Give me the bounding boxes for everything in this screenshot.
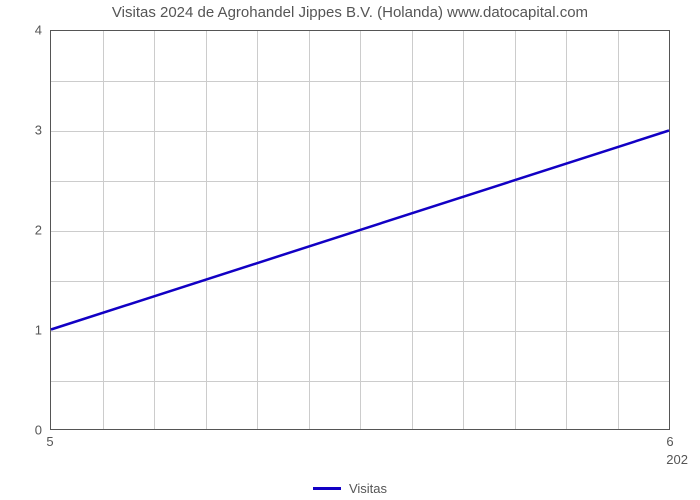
- x-tick-label: 6: [666, 434, 673, 449]
- legend: Visitas: [0, 480, 700, 496]
- x-tick-label: 5: [46, 434, 53, 449]
- legend-label: Visitas: [349, 481, 387, 496]
- y-tick-label: 1: [0, 323, 42, 338]
- y-tick-label: 3: [0, 123, 42, 138]
- series-visitas: [51, 131, 669, 330]
- y-tick-label: 0: [0, 423, 42, 438]
- legend-swatch: [313, 487, 341, 490]
- plot-area: [50, 30, 670, 430]
- y-tick-label: 2: [0, 223, 42, 238]
- series-layer: [51, 31, 669, 429]
- y-tick-label: 4: [0, 23, 42, 38]
- chart-container: Visitas 2024 de Agrohandel Jippes B.V. (…: [0, 0, 700, 500]
- x-axis-annotation: 202: [666, 452, 688, 467]
- chart-title: Visitas 2024 de Agrohandel Jippes B.V. (…: [0, 4, 700, 21]
